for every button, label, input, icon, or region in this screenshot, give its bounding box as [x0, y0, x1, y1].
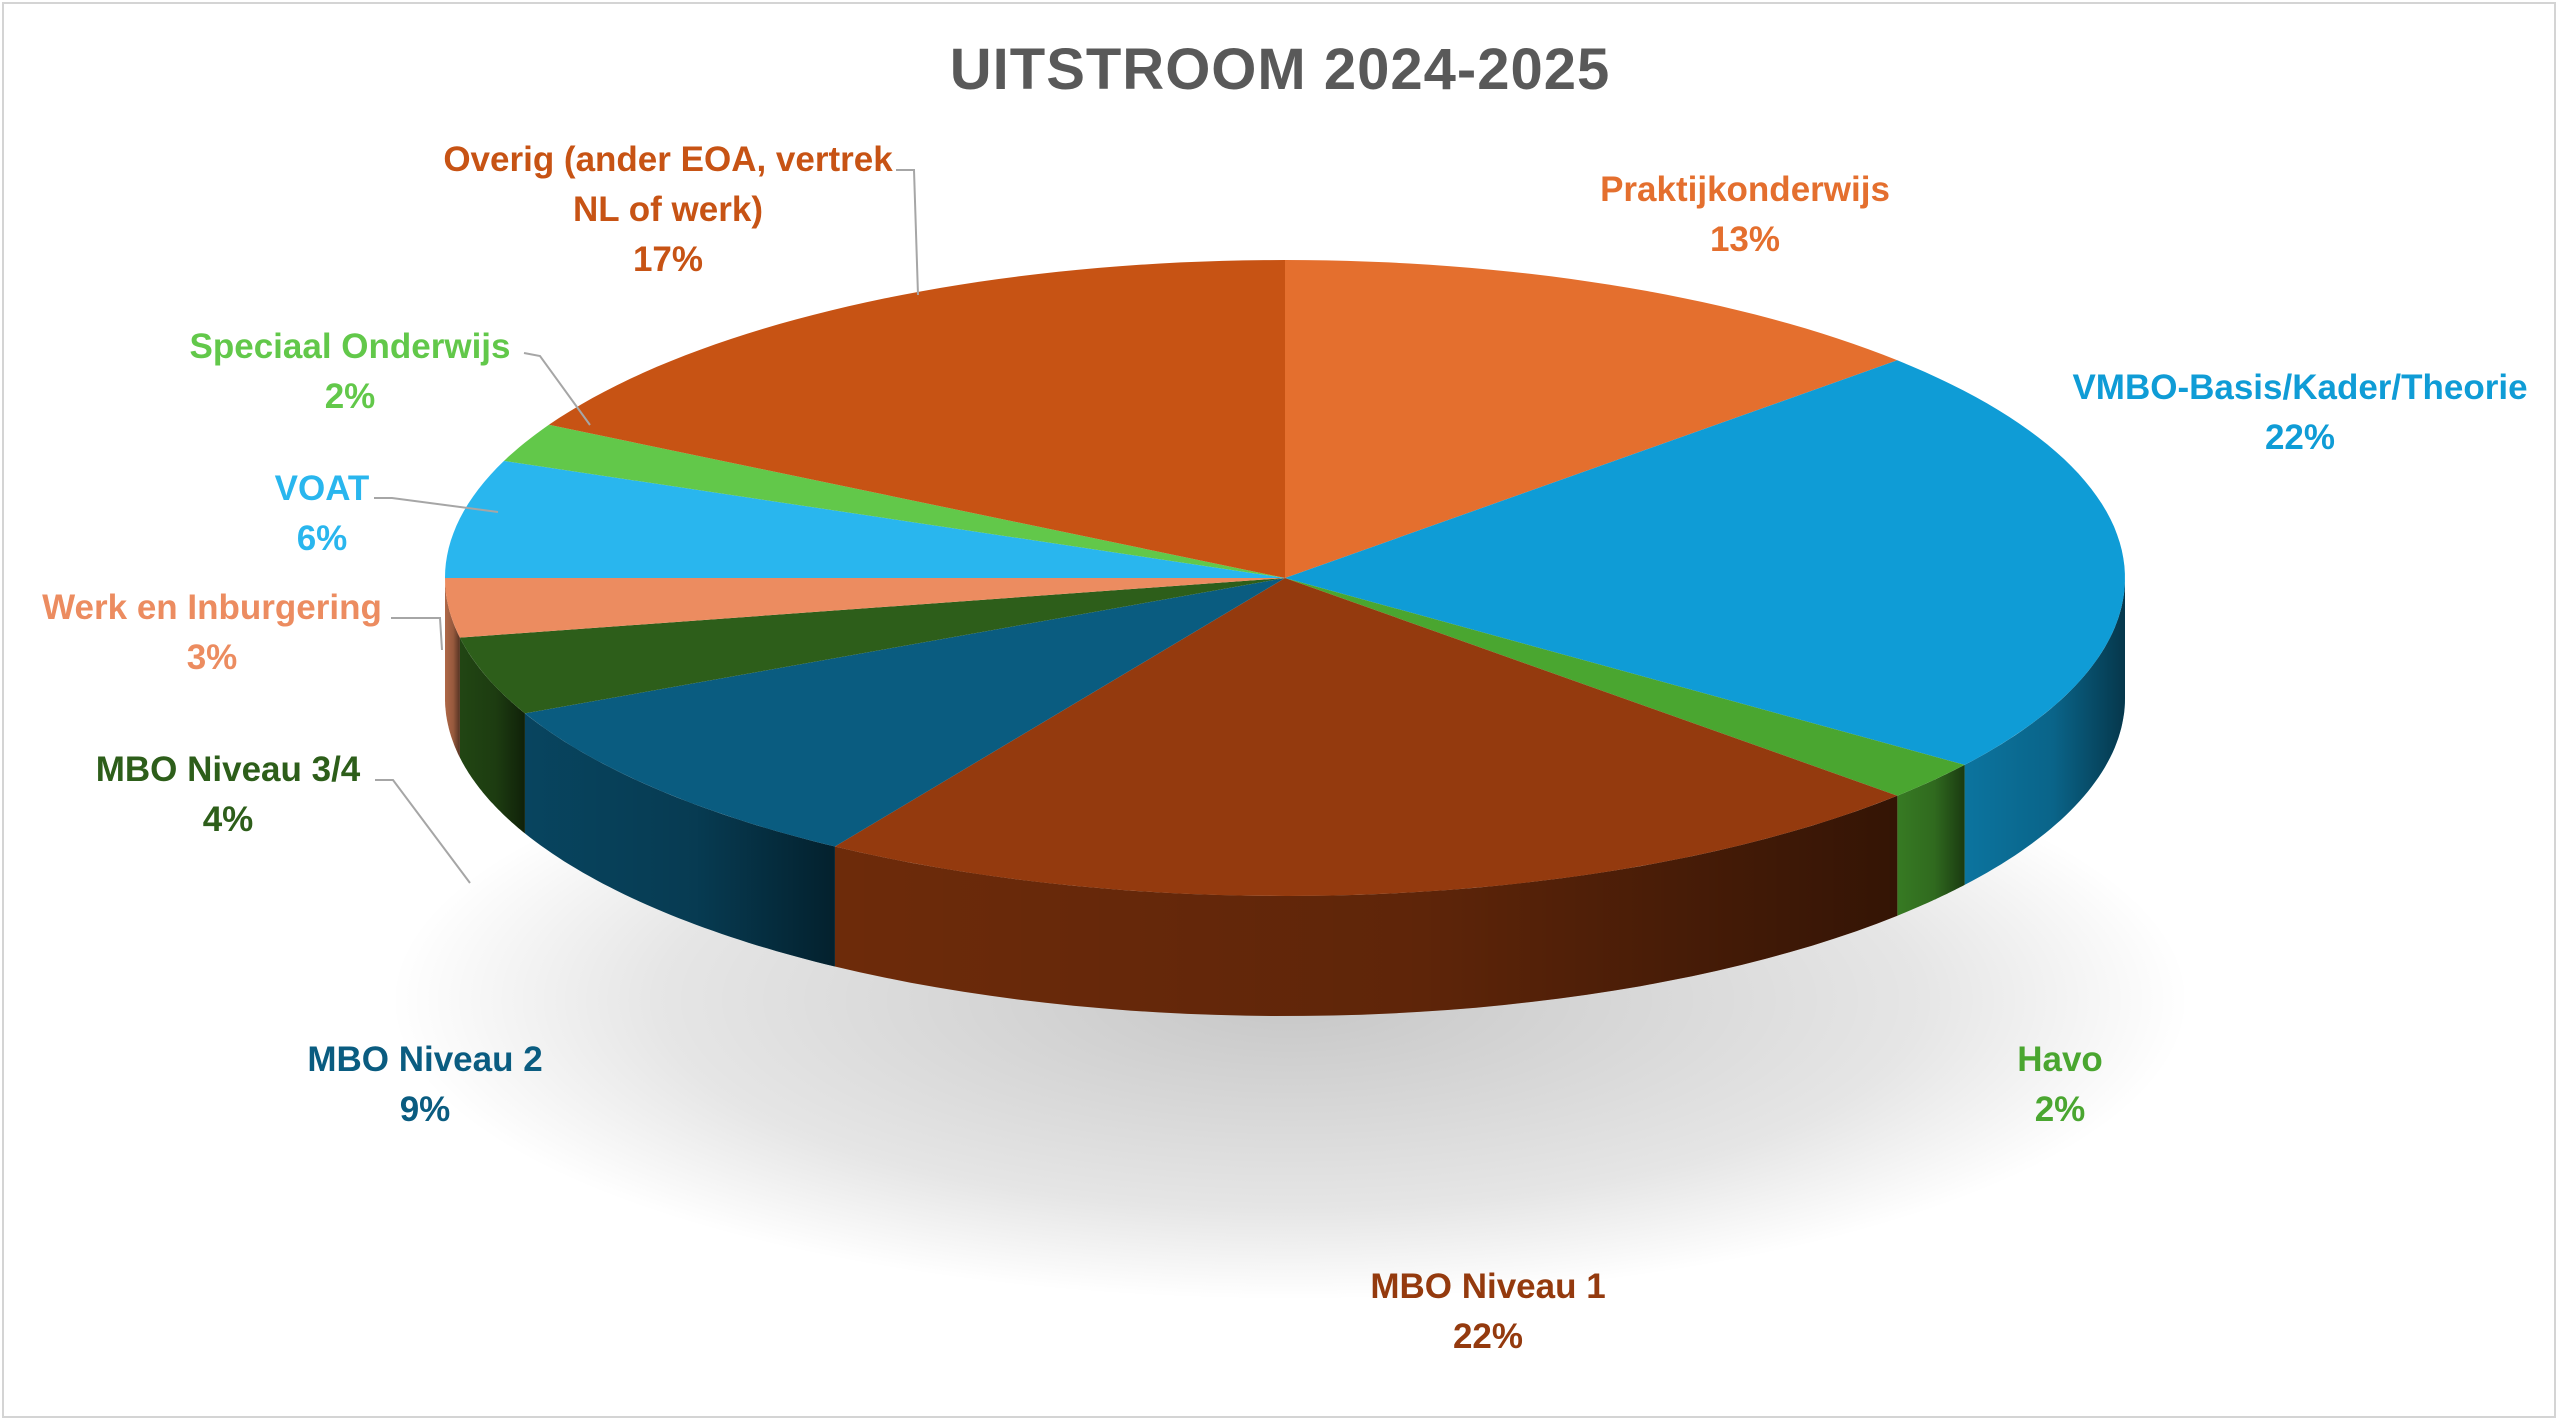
slice-label-line: 3%: [186, 638, 238, 677]
pie-side-shade-havo: [1897, 764, 1965, 916]
pie-side-shade-mbo-niveau-2: [524, 713, 835, 967]
slice-label-line: Overig (ander EOA, vertrek: [443, 140, 893, 179]
slice-label-line: 13%: [1709, 220, 1781, 259]
slice-label-line: 6%: [296, 519, 348, 558]
pie-tops: [445, 260, 2125, 896]
pie-slice-mbo-niveau-1: [834, 578, 1898, 896]
pie-slice-speciaal-onderwijs: [504, 424, 1285, 578]
slice-label-line: NL of werk): [573, 190, 763, 229]
pie-slice-werk-en-inburgering: [445, 578, 1285, 638]
leader-line-mbo-niveau-3-4: [375, 779, 471, 884]
slice-label-mbo-niveau-1: MBO Niveau 1 22%: [1370, 1262, 1605, 1362]
pie-slice-mbo-niveau-2: [524, 578, 1285, 847]
slice-label-praktijkonderwijs: Praktijkonderwijs 13%: [1600, 165, 1890, 265]
slice-label-havo: Havo 2%: [2017, 1035, 2103, 1135]
slice-label-line: Havo: [2017, 1040, 2103, 1079]
pie-side-shade-werk-en-inburgering: [445, 578, 460, 758]
slice-label-line: VMBO-Basis/Kader/Theorie: [2072, 368, 2528, 407]
pie-slice-voat: [445, 460, 1285, 578]
pie-side-shade-mbo-niveau-3-4: [459, 637, 525, 834]
slice-label-mbo-niveau-2: MBO Niveau 2 9%: [307, 1035, 542, 1135]
slice-label-line: 22%: [1452, 1317, 1524, 1356]
slice-label-mbo-niveau-3-4: MBO Niveau 3/4 4%: [96, 745, 361, 845]
pie-side-shade-vmbo-basis-kader-theorie: [1964, 578, 2125, 885]
slice-label-overig-ander-eoa-vertrek-nl-of-werk: Overig (ander EOA, vertrek NL of werk) 17%: [443, 135, 892, 285]
pie-slice-overig-ander-eoa-vertrek-nl-of-werk: [548, 260, 1285, 578]
slice-label-voat: VOAT 6%: [275, 464, 370, 564]
slice-label-line: Praktijkonderwijs: [1600, 170, 1890, 209]
slice-label-line: Werk en Inburgering: [42, 588, 382, 627]
leader-line-overig: [896, 169, 919, 296]
slice-label-speciaal-onderwijs: Speciaal Onderwijs 2%: [190, 322, 511, 422]
leader-line-speciaal-onderwijs: [523, 352, 591, 426]
slice-label-werk-en-inburgering: Werk en Inburgering 3%: [42, 583, 382, 683]
slice-label-line: 9%: [399, 1090, 451, 1129]
slice-label-line: 22%: [2264, 418, 2336, 457]
slice-label-line: MBO Niveau 3/4: [95, 750, 361, 789]
pie-sides: [445, 578, 2125, 1016]
pie-slice-havo: [1285, 578, 1965, 796]
slice-label-line: 4%: [202, 800, 254, 839]
slice-label-line: VOAT: [274, 469, 370, 508]
slice-label-line: MBO Niveau 2: [307, 1040, 543, 1079]
pie-slice-praktijkonderwijs: [1285, 260, 1898, 578]
slice-label-line: 2%: [2034, 1090, 2086, 1129]
slice-label-line: 17%: [632, 240, 704, 279]
chart-title: UITSTROOM 2024-2025: [949, 37, 1611, 102]
pie-side-shade-mbo-niveau-1: [834, 795, 1898, 1016]
slice-label-line: 2%: [324, 377, 376, 416]
slice-label-vmbo-basis-kader-theorie: VMBO-Basis/Kader/Theorie 22%: [2072, 363, 2527, 463]
leader-line-voat: [374, 497, 499, 513]
leader-line-werk-en-inburgering: [391, 617, 443, 651]
pie-slice-vmbo-basis-kader-theorie: [1285, 360, 2125, 765]
pie-slice-mbo-niveau-3-4: [459, 578, 1285, 714]
leader-lines: [374, 169, 919, 884]
slice-label-line: MBO Niveau 1: [1370, 1267, 1606, 1306]
slice-label-line: Speciaal Onderwijs: [189, 327, 511, 366]
